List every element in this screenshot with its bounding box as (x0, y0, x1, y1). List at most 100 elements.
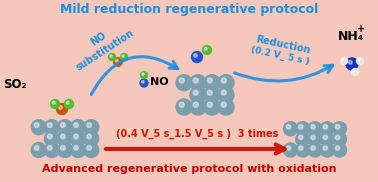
Circle shape (176, 99, 192, 115)
Circle shape (204, 47, 207, 50)
Circle shape (203, 46, 212, 54)
Circle shape (60, 145, 65, 150)
Circle shape (352, 68, 358, 76)
Text: (0.4 V_5 s_1.5 V_5 s )  3 times: (0.4 V_5 s_1.5 V_5 s ) 3 times (116, 129, 278, 139)
Circle shape (194, 54, 197, 57)
Circle shape (193, 102, 198, 107)
Circle shape (320, 132, 334, 146)
Circle shape (286, 146, 291, 150)
Circle shape (203, 46, 212, 54)
Circle shape (122, 55, 124, 57)
Circle shape (356, 58, 364, 64)
Circle shape (323, 135, 327, 140)
Circle shape (84, 143, 99, 157)
Circle shape (66, 101, 69, 104)
Circle shape (44, 131, 59, 146)
Circle shape (204, 99, 220, 115)
Circle shape (140, 79, 148, 87)
Circle shape (57, 143, 73, 157)
Circle shape (176, 75, 192, 91)
Circle shape (335, 135, 340, 140)
Circle shape (320, 143, 334, 157)
Circle shape (346, 58, 358, 70)
Circle shape (71, 143, 86, 157)
Circle shape (57, 131, 73, 146)
Circle shape (57, 131, 73, 146)
Circle shape (311, 146, 315, 150)
Circle shape (296, 143, 310, 157)
Text: +: + (357, 24, 365, 34)
Circle shape (218, 99, 234, 115)
Circle shape (299, 135, 303, 140)
Circle shape (87, 134, 91, 139)
Circle shape (221, 78, 226, 83)
Circle shape (51, 100, 59, 108)
Circle shape (204, 87, 220, 103)
Circle shape (44, 143, 59, 157)
Circle shape (207, 78, 212, 83)
FancyArrowPatch shape (91, 57, 178, 94)
Circle shape (87, 145, 91, 150)
Circle shape (296, 132, 310, 146)
Circle shape (190, 87, 206, 103)
Circle shape (84, 120, 99, 135)
Circle shape (218, 87, 234, 103)
Circle shape (34, 145, 39, 150)
Circle shape (71, 143, 86, 157)
Circle shape (176, 99, 192, 115)
Circle shape (179, 78, 184, 83)
Circle shape (341, 58, 347, 64)
Circle shape (341, 58, 347, 64)
Circle shape (44, 120, 59, 135)
Circle shape (74, 134, 78, 139)
Circle shape (74, 145, 78, 150)
Circle shape (121, 54, 127, 60)
Circle shape (192, 52, 203, 62)
Circle shape (190, 99, 206, 115)
Circle shape (71, 131, 85, 146)
Circle shape (333, 143, 347, 157)
Circle shape (333, 122, 347, 136)
Circle shape (51, 100, 59, 108)
Circle shape (333, 132, 347, 146)
Circle shape (193, 78, 198, 83)
Circle shape (296, 122, 310, 136)
Circle shape (320, 122, 334, 136)
Circle shape (141, 72, 147, 78)
Circle shape (108, 54, 116, 60)
Circle shape (140, 79, 148, 87)
Circle shape (299, 146, 303, 150)
Circle shape (284, 122, 297, 136)
Circle shape (333, 122, 347, 136)
Circle shape (358, 59, 360, 61)
Circle shape (44, 120, 59, 135)
Circle shape (142, 81, 144, 83)
Circle shape (141, 72, 147, 78)
Text: NH₄: NH₄ (338, 30, 364, 43)
Circle shape (308, 122, 322, 136)
Circle shape (121, 54, 127, 60)
Circle shape (142, 73, 144, 75)
Text: Mild reduction regenerative protocol: Mild reduction regenerative protocol (60, 3, 318, 16)
Text: Reduction: Reduction (255, 34, 311, 56)
Circle shape (346, 58, 358, 70)
Circle shape (353, 70, 355, 72)
Circle shape (323, 124, 327, 129)
Circle shape (31, 120, 46, 135)
Circle shape (308, 122, 322, 136)
Circle shape (284, 122, 297, 136)
Circle shape (284, 143, 297, 157)
Circle shape (333, 132, 347, 146)
Circle shape (192, 52, 203, 62)
Circle shape (116, 60, 118, 62)
Circle shape (60, 134, 65, 139)
Circle shape (218, 87, 234, 103)
Circle shape (74, 123, 78, 128)
Circle shape (71, 131, 85, 146)
FancyArrowPatch shape (106, 145, 285, 153)
Circle shape (284, 143, 297, 157)
Circle shape (65, 100, 73, 108)
Text: Advanced regenerative protocol with oxidation: Advanced regenerative protocol with oxid… (42, 164, 336, 174)
Circle shape (84, 131, 99, 146)
Circle shape (34, 123, 39, 128)
